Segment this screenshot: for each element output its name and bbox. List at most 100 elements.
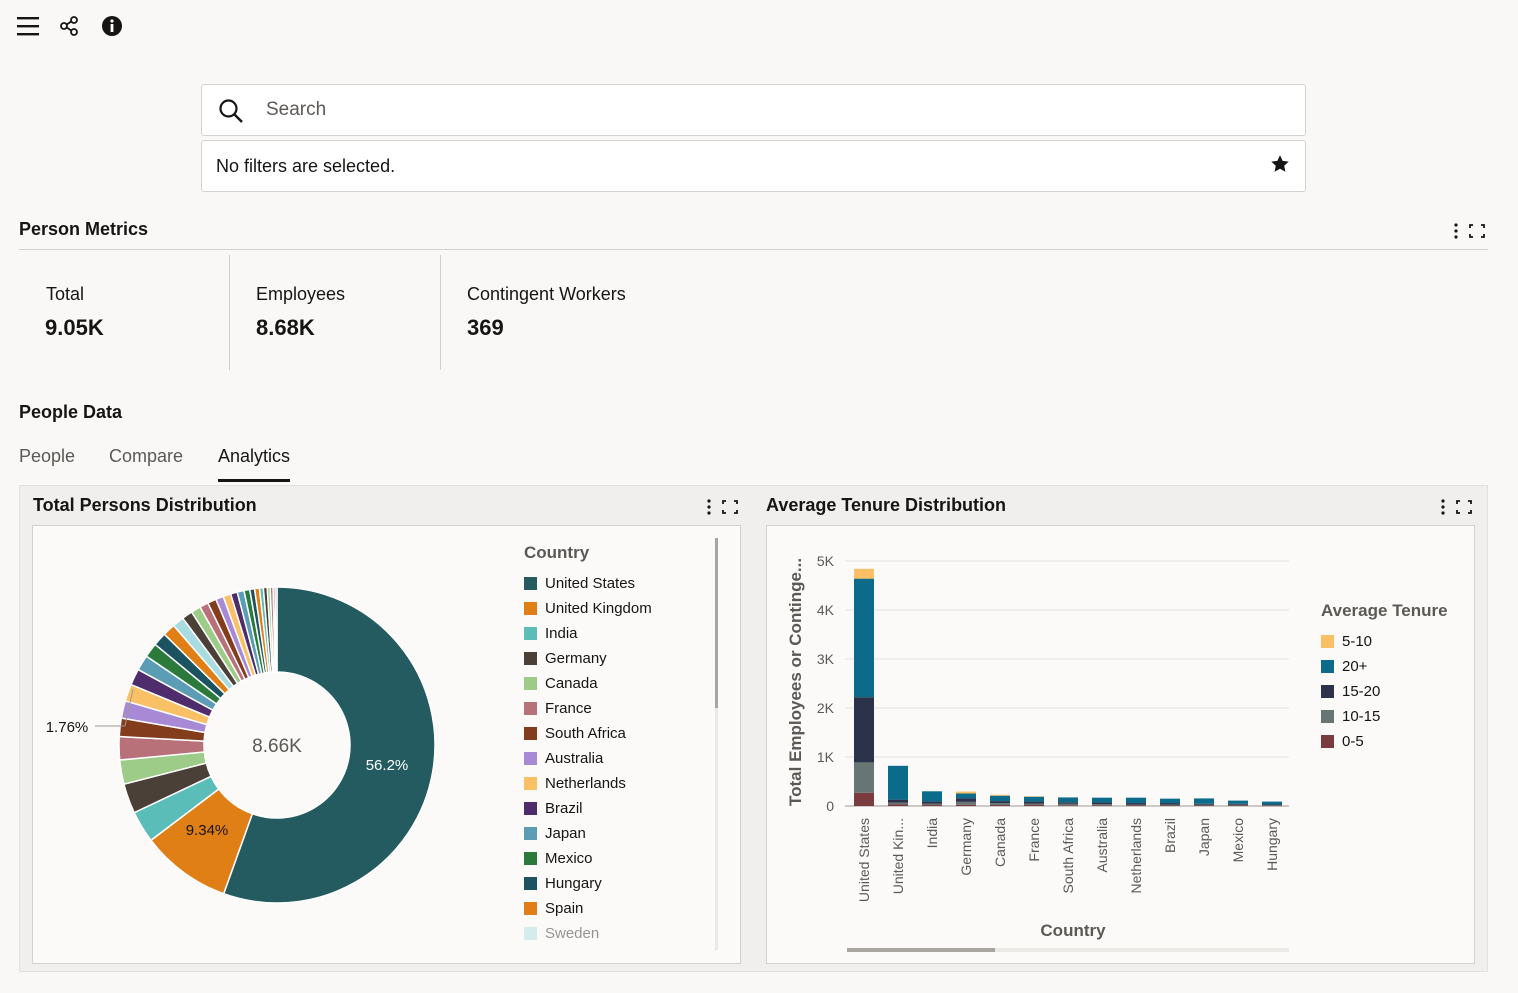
- bar-segment[interactable]: [854, 762, 874, 793]
- section-divider: [19, 249, 1488, 250]
- bar-segment[interactable]: [1262, 804, 1282, 806]
- donut-slice[interactable]: [274, 586, 278, 673]
- bar-segment[interactable]: [854, 568, 874, 579]
- tenure-legend-item[interactable]: 0-5: [1321, 733, 1364, 750]
- legend-item[interactable]: United Kingdom: [524, 600, 652, 617]
- legend-scrollbar-thumb[interactable]: [715, 538, 718, 708]
- tab-analytics[interactable]: Analytics: [218, 446, 291, 482]
- bar-segment[interactable]: [1126, 803, 1146, 805]
- tenure-legend-item[interactable]: 20+: [1321, 658, 1367, 675]
- bar-segment[interactable]: [1092, 804, 1112, 806]
- legend-item[interactable]: India: [524, 625, 578, 642]
- donut-slice[interactable]: [222, 586, 436, 904]
- legend-item[interactable]: Hungary: [524, 875, 602, 892]
- legend-item[interactable]: Mexico: [524, 850, 593, 867]
- bar-segment[interactable]: [956, 798, 976, 802]
- bar-segment[interactable]: [1024, 805, 1044, 806]
- bar-segment[interactable]: [888, 799, 908, 803]
- bar-segment[interactable]: [1160, 804, 1180, 806]
- bar-segment[interactable]: [990, 795, 1010, 802]
- bar-segment[interactable]: [888, 765, 908, 800]
- legend-item[interactable]: France: [524, 700, 592, 717]
- bar-segment[interactable]: [990, 794, 1010, 796]
- bar-segment[interactable]: [888, 804, 908, 806]
- bar-segment[interactable]: [1058, 802, 1078, 804]
- bar-segment[interactable]: [1194, 798, 1214, 804]
- metric-contingent-workers: Contingent Workers 369: [441, 255, 701, 370]
- bar-segment[interactable]: [854, 792, 874, 806]
- bar-segment[interactable]: [956, 801, 976, 805]
- bar-segment[interactable]: [1126, 797, 1146, 804]
- hamburger-icon[interactable]: [14, 12, 42, 40]
- bar-segment[interactable]: [1024, 801, 1044, 804]
- bar-segment[interactable]: [1228, 800, 1248, 804]
- chart-scrollbar-track[interactable]: [847, 948, 1289, 952]
- bar-segment[interactable]: [1262, 805, 1282, 806]
- kebab-menu-icon[interactable]: [1450, 221, 1490, 246]
- bar-segment[interactable]: [1228, 804, 1248, 806]
- tenure-legend-item[interactable]: 5-10: [1321, 633, 1372, 650]
- legend-scrollbar-track[interactable]: [715, 538, 718, 950]
- bar-segment[interactable]: [1058, 803, 1078, 806]
- total-persons-title: Total Persons Distribution: [33, 495, 257, 515]
- bar-segment[interactable]: [990, 803, 1010, 806]
- bar-segment[interactable]: [922, 803, 942, 806]
- tenure-legend-item[interactable]: 10-15: [1321, 708, 1380, 725]
- legend-item[interactable]: South Africa: [524, 725, 626, 742]
- info-icon[interactable]: [98, 12, 126, 40]
- bar-segment[interactable]: [1160, 803, 1180, 805]
- bar-segment[interactable]: [1262, 805, 1282, 807]
- bar-segment[interactable]: [1160, 798, 1180, 804]
- bar-segment[interactable]: [1024, 803, 1044, 806]
- bar-segment[interactable]: [1160, 805, 1180, 807]
- legend-item[interactable]: United States: [524, 575, 635, 592]
- bar-segment[interactable]: [956, 804, 976, 806]
- bar-segment[interactable]: [1024, 796, 1044, 797]
- bar-segment[interactable]: [1262, 801, 1282, 805]
- bar-segment[interactable]: [1024, 796, 1044, 802]
- legend-item[interactable]: Canada: [524, 675, 598, 692]
- legend-item[interactable]: Australia: [524, 750, 603, 767]
- bar-segment[interactable]: [922, 791, 942, 802]
- share-icon[interactable]: [55, 12, 83, 40]
- legend-item[interactable]: Spain: [524, 900, 583, 917]
- bar-segment[interactable]: [1228, 805, 1248, 807]
- kebab-menu-icon[interactable]: [1437, 497, 1477, 522]
- legend-item[interactable]: Sweden: [524, 925, 599, 942]
- tab-people[interactable]: People: [19, 446, 76, 466]
- legend-item[interactable]: Japan: [524, 825, 586, 842]
- kebab-menu-icon[interactable]: [703, 497, 743, 522]
- bar-segment[interactable]: [1058, 805, 1078, 806]
- bar-segment[interactable]: [854, 578, 874, 698]
- filter-bar[interactable]: No filters are selected.: [201, 140, 1306, 192]
- bar-segment[interactable]: [1126, 805, 1146, 807]
- bar-segment[interactable]: [1058, 797, 1078, 803]
- legend-swatch: [1321, 710, 1334, 723]
- tenure-legend-item[interactable]: 15-20: [1321, 683, 1380, 700]
- legend-swatch: [524, 777, 537, 790]
- bar-segment[interactable]: [1228, 803, 1248, 805]
- bar-segment[interactable]: [956, 793, 976, 799]
- bar-segment[interactable]: [922, 801, 942, 804]
- bar-segment[interactable]: [922, 805, 942, 806]
- bar-segment[interactable]: [1092, 797, 1112, 803]
- bar-segment[interactable]: [990, 805, 1010, 806]
- bar-segment[interactable]: [990, 801, 1010, 804]
- bar-segment[interactable]: [1126, 804, 1146, 806]
- legend-swatch: [524, 802, 537, 815]
- bar-segment[interactable]: [956, 791, 976, 794]
- bar-segment[interactable]: [1194, 804, 1214, 806]
- search-input[interactable]: [266, 95, 1266, 125]
- bar-segment[interactable]: [1092, 802, 1112, 805]
- bar-segment[interactable]: [854, 697, 874, 763]
- star-icon[interactable]: [1269, 153, 1291, 180]
- legend-item[interactable]: Germany: [524, 650, 607, 667]
- bar-segment[interactable]: [1194, 803, 1214, 805]
- legend-item[interactable]: Brazil: [524, 800, 583, 817]
- bar-segment[interactable]: [888, 802, 908, 805]
- bar-segment[interactable]: [1092, 805, 1112, 806]
- tab-compare[interactable]: Compare: [109, 446, 184, 466]
- chart-scrollbar-thumb[interactable]: [847, 948, 995, 952]
- legend-item[interactable]: Netherlands: [524, 775, 626, 792]
- bar-segment[interactable]: [1194, 805, 1214, 807]
